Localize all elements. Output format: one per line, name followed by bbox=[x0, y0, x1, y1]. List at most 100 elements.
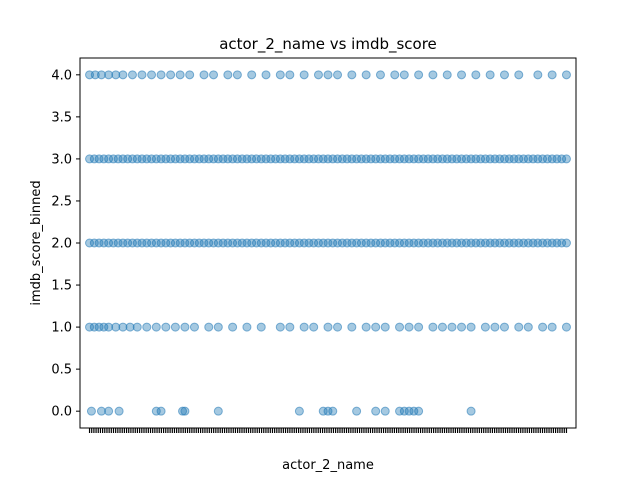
data-point bbox=[337, 238, 347, 248]
data-point bbox=[480, 238, 490, 248]
data-point bbox=[375, 70, 385, 80]
x-axis bbox=[88, 428, 568, 433]
data-point bbox=[178, 406, 188, 416]
data-point bbox=[232, 238, 242, 248]
data-point bbox=[237, 238, 247, 248]
data-point bbox=[271, 154, 281, 164]
data-point bbox=[313, 238, 323, 248]
data-point bbox=[285, 322, 295, 332]
data-point bbox=[180, 238, 190, 248]
data-point bbox=[523, 154, 533, 164]
data-point bbox=[118, 70, 128, 80]
data-point bbox=[280, 238, 290, 248]
data-point bbox=[271, 238, 281, 248]
data-point bbox=[552, 238, 562, 248]
data-point bbox=[170, 154, 180, 164]
y-tick-label: 2.0 bbox=[51, 237, 72, 252]
data-point bbox=[132, 322, 142, 332]
data-point bbox=[323, 154, 333, 164]
data-point bbox=[547, 154, 557, 164]
y-axis-title: imdb_score_binned bbox=[29, 180, 44, 305]
data-point bbox=[313, 154, 323, 164]
data-point bbox=[323, 322, 333, 332]
data-point bbox=[223, 238, 233, 248]
data-point bbox=[380, 322, 390, 332]
data-point bbox=[218, 154, 228, 164]
data-point bbox=[94, 322, 104, 332]
data-point bbox=[375, 154, 385, 164]
data-point bbox=[104, 322, 114, 332]
plot-frame bbox=[79, 57, 577, 429]
data-point bbox=[294, 406, 304, 416]
data-point bbox=[199, 238, 209, 248]
data-point bbox=[99, 238, 109, 248]
data-point bbox=[132, 154, 142, 164]
data-point bbox=[523, 322, 533, 332]
data-point bbox=[461, 238, 471, 248]
data-point bbox=[232, 154, 242, 164]
data-point bbox=[457, 70, 467, 80]
data-point bbox=[175, 238, 185, 248]
data-point bbox=[156, 154, 166, 164]
data-point bbox=[161, 238, 171, 248]
data-point bbox=[170, 238, 180, 248]
data-point bbox=[347, 322, 357, 332]
data-point bbox=[371, 238, 381, 248]
data-point bbox=[499, 238, 509, 248]
data-point bbox=[514, 238, 524, 248]
data-point bbox=[180, 154, 190, 164]
data-point bbox=[285, 238, 295, 248]
data-point bbox=[99, 322, 109, 332]
data-point bbox=[228, 154, 238, 164]
y-tick-label: 0.0 bbox=[51, 405, 72, 420]
data-point bbox=[180, 322, 190, 332]
data-point bbox=[118, 322, 128, 332]
data-point bbox=[461, 154, 471, 164]
data-point bbox=[509, 154, 519, 164]
data-point bbox=[280, 154, 290, 164]
data-point bbox=[108, 238, 118, 248]
data-point bbox=[356, 154, 366, 164]
data-point bbox=[266, 154, 276, 164]
data-point bbox=[323, 70, 333, 80]
data-point bbox=[457, 238, 467, 248]
data-point bbox=[333, 322, 343, 332]
data-point bbox=[251, 154, 261, 164]
data-point bbox=[557, 154, 567, 164]
data-point bbox=[204, 238, 214, 248]
data-point bbox=[104, 70, 114, 80]
data-point bbox=[361, 238, 371, 248]
data-point bbox=[94, 238, 104, 248]
data-point bbox=[514, 322, 524, 332]
data-point bbox=[213, 406, 223, 416]
data-point bbox=[232, 70, 242, 80]
data-point bbox=[189, 154, 199, 164]
data-point bbox=[213, 238, 223, 248]
data-point bbox=[490, 154, 500, 164]
data-point bbox=[457, 154, 467, 164]
data-point bbox=[299, 154, 309, 164]
data-point bbox=[428, 70, 438, 80]
data-point bbox=[118, 154, 128, 164]
data-point bbox=[194, 238, 204, 248]
data-point bbox=[333, 154, 343, 164]
x-axis-title: actor_2_name bbox=[282, 458, 374, 473]
data-point bbox=[538, 238, 548, 248]
data-point bbox=[523, 238, 533, 248]
data-point bbox=[132, 238, 142, 248]
data-point bbox=[86, 406, 96, 416]
data-point bbox=[404, 154, 414, 164]
data-point bbox=[418, 238, 428, 248]
data-point bbox=[275, 70, 285, 80]
data-point bbox=[390, 154, 400, 164]
data-point bbox=[256, 154, 266, 164]
data-point bbox=[151, 238, 161, 248]
data-point bbox=[499, 70, 509, 80]
data-point bbox=[485, 70, 495, 80]
y-tick-label: 1.0 bbox=[51, 321, 72, 336]
data-point bbox=[414, 70, 424, 80]
data-point bbox=[542, 154, 552, 164]
data-point bbox=[557, 238, 567, 248]
data-point bbox=[189, 238, 199, 248]
data-point bbox=[266, 238, 276, 248]
